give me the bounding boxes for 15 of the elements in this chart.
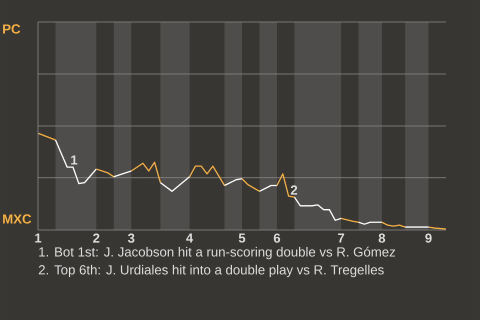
annotation: 1 xyxy=(71,155,78,165)
x-tick-label: 4 xyxy=(186,234,194,242)
x-tick-label: 7 xyxy=(338,234,344,242)
annotation: 2 xyxy=(290,185,298,195)
text: PC xyxy=(3,24,20,34)
text: MXC xyxy=(3,214,32,224)
x-tick-label: 3 xyxy=(128,234,134,243)
text: 1. Bot 1st: J. Jacobson hit a run-scoring double vs R. Gómez xyxy=(39,246,396,260)
x-tick-label: 8 xyxy=(378,234,386,243)
x-tick-label: 1 xyxy=(35,234,42,242)
x-tick-label: 5 xyxy=(238,234,246,243)
x-tick-label: 9 xyxy=(425,234,432,243)
x-tick-label: 2 xyxy=(93,234,100,243)
text: 2. Top 6th: J. Urdiales hit into a double play vs R. Tregelles xyxy=(38,264,384,278)
x-tick-label: 6 xyxy=(274,234,280,243)
